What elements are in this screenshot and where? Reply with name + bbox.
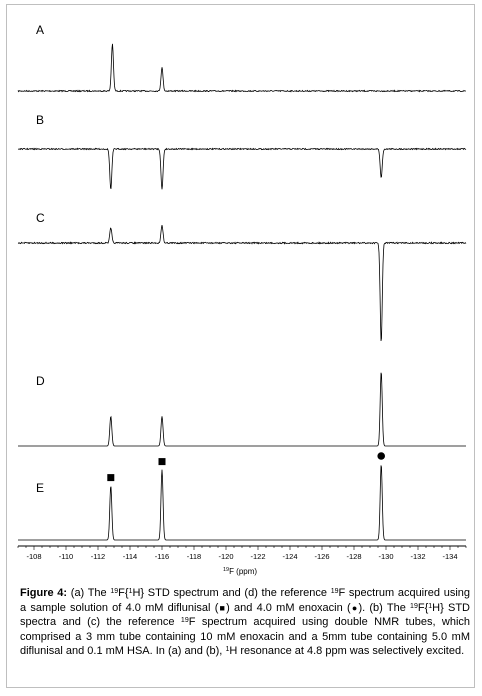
- x-axis-tick-label: -130: [378, 552, 393, 561]
- spectrum-trace-b: [17, 147, 467, 190]
- isotope-superscript: 1: [428, 602, 433, 610]
- figure-caption: Figure 4: (a) The 19F{1H} STD spectrum a…: [20, 586, 470, 659]
- x-axis-label: 19F (ppm): [223, 567, 257, 576]
- spectrum-trace-e: [18, 465, 466, 541]
- caption-text: F{: [118, 587, 129, 599]
- isotope-superscript: 1: [225, 646, 230, 654]
- figure-label: Figure 4:: [20, 587, 68, 599]
- caption-text: H resonance at 4.8 ppm was selectively e…: [229, 645, 465, 658]
- x-axis-tick-label: -126: [314, 552, 329, 561]
- isotope-superscript: 19: [110, 588, 119, 595]
- spectrum-trace-a: [17, 43, 467, 93]
- x-axis-tick-label: -108: [26, 552, 41, 561]
- figure-frame: [6, 4, 475, 688]
- x-axis-tick-label: -114: [123, 552, 137, 561]
- caption-text: H} STD spectrum and (d) the reference: [132, 587, 331, 599]
- caption-text: H} STD spectra and (c) the reference: [20, 601, 471, 629]
- isotope-superscript: 19: [330, 588, 339, 595]
- spectrum-label-d: D: [36, 374, 45, 388]
- nmr-spectra-chart: A B C D E -108 -110 -112 -114 -116 -118 -120 -122 -12…: [17, 23, 467, 576]
- x-axis-tick-label: -134: [442, 552, 457, 561]
- caption-text: F spectrum acquired using double NMR tub…: [20, 616, 470, 658]
- spectrum-label-b: B: [36, 113, 44, 127]
- x-axis-tick-label: -132: [410, 552, 425, 561]
- x-axis-tick-label: -124: [282, 552, 297, 561]
- x-axis-tick-label: -128: [346, 552, 361, 561]
- caption-text: F{: [417, 601, 429, 614]
- x-axis-tick-label: -122: [250, 552, 265, 561]
- x-axis-tick-label: -110: [59, 552, 73, 561]
- caption-text: ) and 4.0 mM enoxacin (: [226, 601, 351, 614]
- diflunisal-square-marker: [158, 458, 166, 466]
- x-axis-tick-label: -118: [187, 552, 201, 561]
- enoxacin-circle-marker: [377, 452, 386, 460]
- spectrum-trace-d: [18, 372, 466, 447]
- x-axis-tick-label: -120: [218, 552, 233, 561]
- diflunisal-square-marker: [107, 474, 115, 482]
- isotope-superscript: 1: [128, 588, 133, 595]
- spectrum-label-c: C: [36, 211, 45, 225]
- square-marker-symbol: ■: [218, 602, 227, 613]
- x-axis-tick-label: -112: [91, 552, 105, 561]
- caption-text: ). (b) The: [358, 601, 411, 614]
- isotope-superscript: 19: [410, 602, 418, 610]
- spectrum-label-e: E: [36, 481, 44, 495]
- isotope-superscript: 19: [180, 617, 189, 625]
- spectrum-trace-c: [17, 225, 467, 342]
- caption-text: F spectrum acquired using a sample solut…: [20, 587, 471, 614]
- circle-marker-symbol: ●: [350, 602, 359, 613]
- x-axis-tick-label: -116: [155, 552, 169, 561]
- spectrum-label-a: A: [36, 23, 44, 37]
- caption-text: (a) The: [67, 587, 111, 599]
